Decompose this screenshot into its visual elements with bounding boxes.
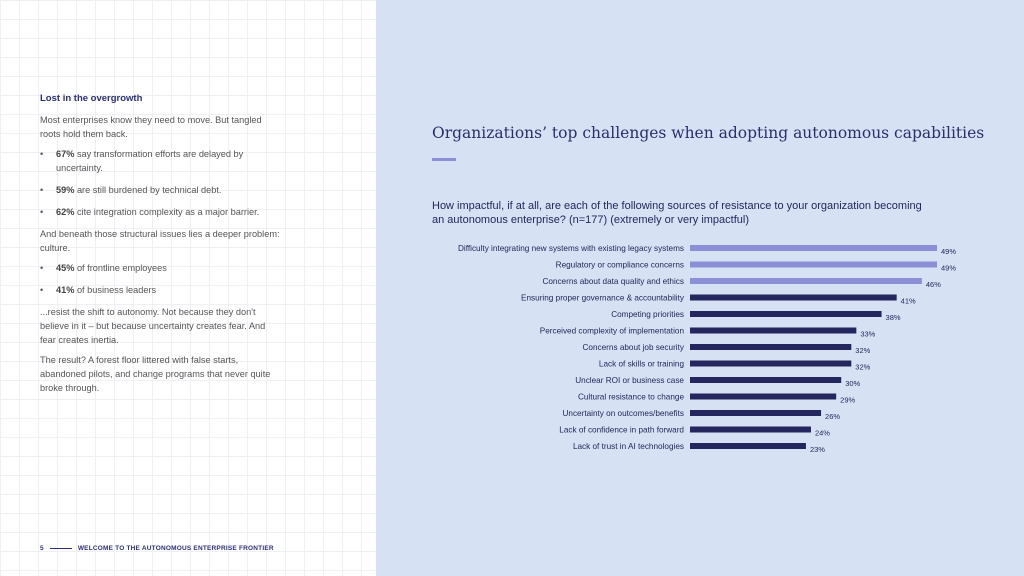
bar — [690, 443, 806, 449]
value-label: 29% — [840, 396, 855, 405]
category-label: Lack of skills or training — [599, 360, 685, 369]
page-number: 5 — [40, 545, 44, 552]
category-label: Concerns about job security — [583, 343, 685, 352]
chart-subtitle: How impactful, if at all, are each of th… — [432, 200, 922, 226]
category-label: Lack of trust in AI technologies — [573, 442, 684, 451]
value-label: 24% — [815, 429, 830, 438]
bar — [690, 393, 837, 400]
value-label: 32% — [855, 346, 870, 355]
bar-row: Unclear ROI or business case 30% — [575, 376, 860, 388]
bar-row: Competing priorities 38% — [611, 310, 901, 322]
bullet-item: 62% cite integration complexity as a maj… — [40, 205, 280, 219]
bullet-stat: 59% — [56, 185, 75, 195]
footer-title: WELCOME TO THE AUTONOMOUS ENTERPRISE FRO… — [77, 545, 274, 552]
resist-paragraph: ...resist the shift to autonomy. Not bec… — [40, 307, 266, 345]
bullet-item: 67% say transformation efforts are delay… — [40, 147, 280, 175]
bar-row: Regulatory or compliance concerns 49% — [556, 261, 957, 273]
bullet-text: cite integration complexity as a major b… — [74, 207, 260, 217]
value-label: 49% — [941, 247, 956, 256]
value-label: 26% — [825, 412, 840, 421]
chart-panel — [376, 0, 1024, 576]
bar — [690, 278, 922, 284]
bullet-text: of business leaders — [74, 285, 157, 295]
bar-row: Concerns about data quality and ethics 46… — [542, 277, 941, 289]
bar — [690, 261, 937, 268]
bar-row: Lack of confidence in path forward 24% — [559, 426, 830, 438]
category-label: Uncertainty on outcomes/benefits — [562, 409, 684, 418]
bar-chart: Difficulty integrating new systems with … — [458, 244, 957, 454]
bar-row: Lack of skills or training 32% — [599, 360, 871, 372]
section-heading: Lost in the overgrowth — [40, 93, 143, 104]
middle-paragraph: And beneath those structural issues lies… — [40, 229, 280, 253]
bar — [690, 426, 811, 433]
value-label: 41% — [901, 297, 916, 306]
value-label: 30% — [845, 379, 860, 388]
bar — [690, 344, 852, 350]
bullet-text: say transformation efforts are delayed b… — [56, 149, 244, 173]
bar — [690, 311, 882, 317]
bar — [690, 410, 822, 416]
bar — [690, 360, 852, 367]
bullet-item: 45% of frontline employees — [40, 261, 280, 275]
bullet-list-culture: 45% of frontline employees 41% of busines… — [40, 261, 280, 297]
body-copy: Lost in the overgrowth Most enterprises … — [40, 92, 280, 401]
value-label: 49% — [941, 264, 956, 273]
intro-paragraph: Most enterprises know they need to move.… — [40, 115, 262, 139]
bar-row: Ensuring proper governance & accountabil… — [521, 294, 916, 306]
bullet-text: are still burdened by technical debt. — [74, 185, 222, 195]
title-accent-line — [432, 158, 456, 161]
bar-row: Perceived complexity of implementation 33… — [540, 327, 876, 339]
bar — [690, 245, 937, 251]
bullet-item: 59% are still burdened by technical debt… — [40, 183, 280, 197]
value-label: 46% — [926, 280, 941, 289]
category-label: Difficulty integrating new systems with … — [458, 244, 684, 253]
bullet-list-structural: 67% say transformation efforts are delay… — [40, 147, 280, 219]
bar-row: Lack of trust in AI technologies 23% — [573, 442, 825, 454]
footer: 5 WELCOME TO THE AUTONOMOUS ENTERPRISE F… — [40, 545, 274, 552]
bullet-stat: 67% — [56, 149, 75, 159]
bullet-item: 41% of business leaders — [40, 283, 280, 297]
category-label: Perceived complexity of implementation — [540, 327, 685, 336]
bar — [690, 377, 842, 383]
category-label: Concerns about data quality and ethics — [542, 277, 684, 286]
bullet-stat: 62% — [56, 207, 75, 217]
category-label: Regulatory or compliance concerns — [556, 261, 684, 270]
value-label: 23% — [810, 445, 825, 454]
bullet-stat: 41% — [56, 285, 75, 295]
bullet-text: of frontline employees — [74, 263, 167, 273]
left-panel: Lost in the overgrowth Most enterprises … — [0, 0, 376, 576]
chart-title: Organizations’ top challenges when adopt… — [432, 124, 985, 142]
category-label: Ensuring proper governance & accountabil… — [521, 294, 685, 303]
result-paragraph: The result? A forest floor littered with… — [40, 355, 271, 393]
bar-row: Concerns about job security 32% — [583, 343, 871, 355]
value-label: 32% — [855, 363, 870, 372]
bar — [690, 294, 897, 301]
value-label: 33% — [860, 330, 875, 339]
category-label: Competing priorities — [611, 310, 684, 319]
category-label: Unclear ROI or business case — [575, 376, 684, 385]
category-label: Lack of confidence in path forward — [559, 426, 684, 435]
value-label: 38% — [886, 313, 901, 322]
bar — [690, 327, 857, 334]
footer-rule — [49, 548, 72, 549]
bar-row: Cultural resistance to change 29% — [578, 393, 856, 405]
bar-row: Uncertainty on outcomes/benefits 26% — [562, 409, 840, 421]
category-label: Cultural resistance to change — [578, 393, 684, 402]
bullet-stat: 45% — [56, 263, 75, 273]
bar-row: Difficulty integrating new systems with … — [458, 244, 956, 256]
